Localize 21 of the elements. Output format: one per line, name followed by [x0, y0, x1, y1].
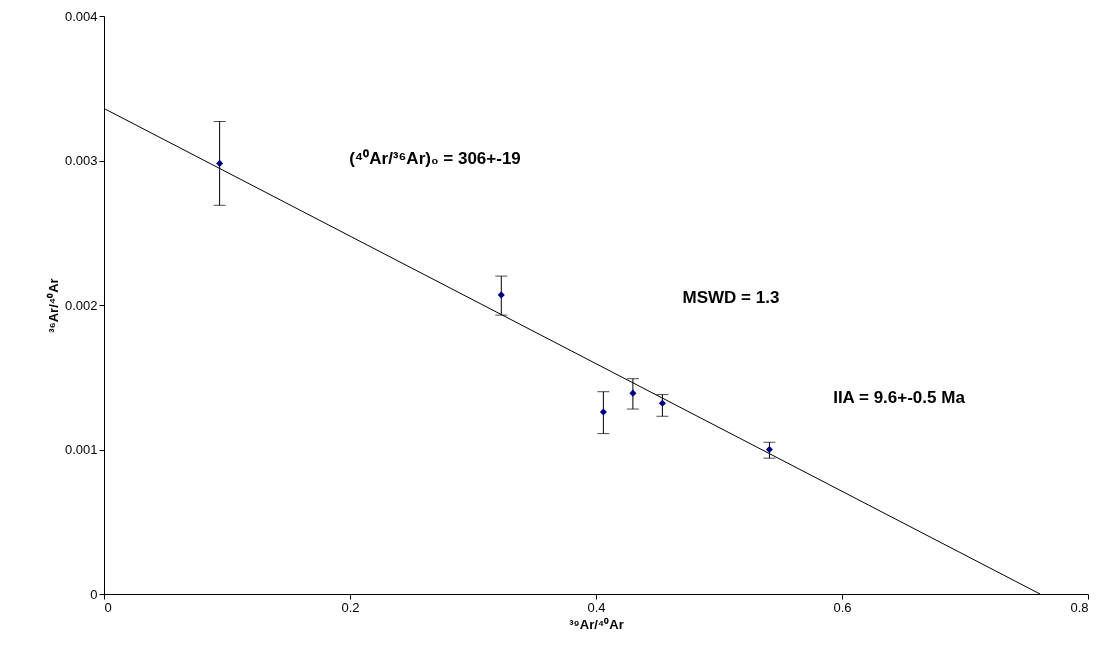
x-tick-label: 0.4 [587, 599, 606, 615]
point [658, 399, 666, 407]
point [216, 159, 224, 167]
y-axis-title: ³⁶Ar/⁴⁰Ar [45, 278, 61, 333]
y-tick-label: 0.004 [64, 8, 98, 24]
y-tick-label: 0.003 [64, 153, 98, 168]
annotation: MSWD = 1.3 [682, 288, 780, 307]
x-tick-label: 0.2 [341, 599, 360, 615]
annotation: IIA = 9.6+-0.5 Ma [833, 388, 966, 407]
y-tick-label: 0.001 [64, 442, 98, 457]
point [765, 445, 773, 454]
y-tick-label: 0 [90, 586, 98, 602]
y-tick-label: 0.002 [64, 297, 98, 313]
x-axis-title: ³⁹Ar/⁴⁰Ar [569, 616, 624, 632]
x-tick-label: 0.8 [1070, 599, 1089, 615]
point [497, 291, 505, 299]
annotation: (⁴⁰Ar/³⁶Ar)₀ = 306+-19 [349, 149, 521, 168]
point [629, 389, 637, 397]
x-tick-label: 0.6 [833, 599, 852, 615]
x-tick-label: 0 [104, 599, 112, 615]
point [599, 408, 607, 416]
